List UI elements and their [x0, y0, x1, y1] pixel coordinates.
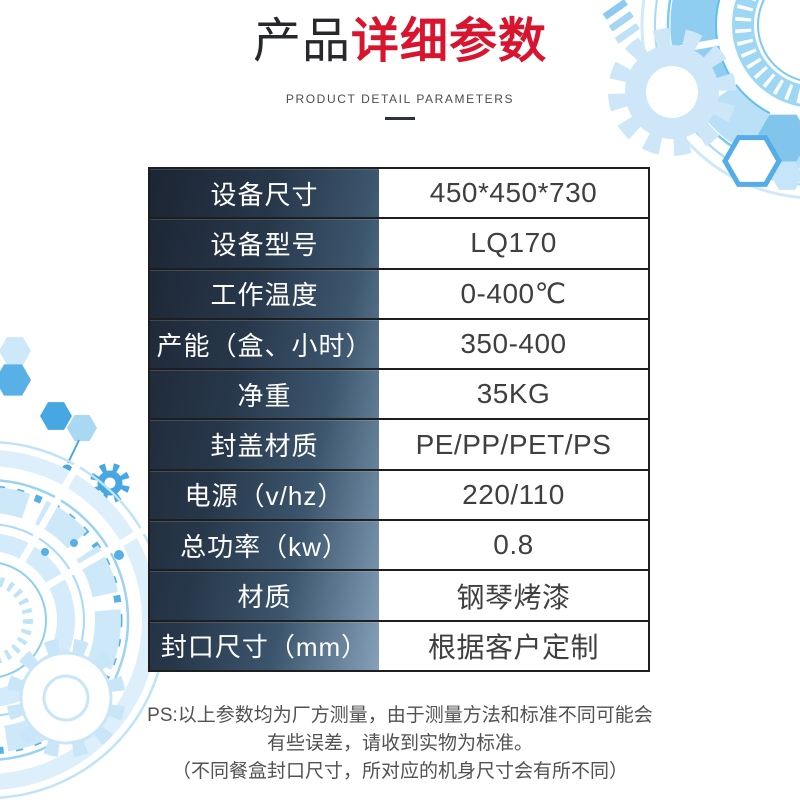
page-subtitle: PRODUCT DETAIL PARAMETERS [285, 92, 515, 106]
spec-table: 设备尺寸 450*450*730 设备型号 LQ170 工作温度 0-400℃ … [148, 167, 650, 672]
spec-label: 净重 [150, 370, 379, 418]
spec-value: PE/PP/PET/PS [379, 420, 648, 469]
table-row: 工作温度 0-400℃ [150, 267, 648, 318]
footer-line: 有些误差，请收到实物为标准。 [266, 733, 533, 754]
spec-label: 总功率（kw） [150, 521, 379, 569]
spec-label: 封盖材质 [150, 420, 379, 468]
spec-value: 220/110 [379, 470, 648, 520]
spec-value: 0-400℃ [379, 269, 648, 318]
spec-value: 0.8 [379, 521, 648, 570]
spec-value: LQ170 [379, 219, 648, 268]
title-accent-text: 详细参数 [351, 15, 548, 68]
table-row: 产能（盒、小时） 350-400 [150, 317, 648, 369]
spec-value: 450*450*730 [379, 169, 648, 218]
spec-value: 根据客户定制 [379, 621, 648, 670]
divider-dash [385, 117, 415, 120]
table-row: 设备尺寸 450*450*730 [150, 169, 648, 218]
table-row: 封口尺寸（mm） 根据客户定制 [150, 619, 648, 670]
spec-label: 电源（v/hz） [150, 471, 379, 519]
footer-note: PS:以上参数均为厂方测量，由于测量方法和标准不同可能会 有些误差，请收到实物为… [0, 702, 800, 786]
spec-label: 设备尺寸 [150, 169, 379, 217]
title-main-text: 产品 [252, 15, 351, 68]
spec-value: 钢琴烤漆 [379, 571, 648, 620]
spec-label: 材质 [150, 571, 379, 619]
spec-value: 35KG [379, 370, 648, 419]
table-row: 总功率（kw） 0.8 [150, 519, 648, 570]
spec-label: 工作温度 [150, 270, 379, 318]
table-row: 材质 钢琴烤漆 [150, 569, 648, 620]
page-title: 产品详细参数 [0, 14, 800, 70]
footer-line: PS:以上参数均为厂方测量，由于测量方法和标准不同可能会 [147, 705, 653, 726]
table-row: 净重 35KG [150, 368, 648, 419]
footer-line: （不同餐盒封口尺寸，所对应的机身尺寸会有所不同） [171, 761, 628, 782]
spec-label: 封口尺寸（mm） [150, 622, 379, 670]
table-row: 设备型号 LQ170 [150, 217, 648, 268]
spec-label: 设备型号 [150, 219, 379, 267]
table-row: 封盖材质 PE/PP/PET/PS [150, 418, 648, 469]
table-row: 电源（v/hz） 220/110 [150, 468, 648, 520]
page-header: 产品详细参数 PRODUCT DETAIL PARAMETERS [0, 14, 800, 120]
spec-label: 产能（盒、小时） [150, 320, 379, 368]
spec-value: 350-400 [379, 319, 648, 369]
